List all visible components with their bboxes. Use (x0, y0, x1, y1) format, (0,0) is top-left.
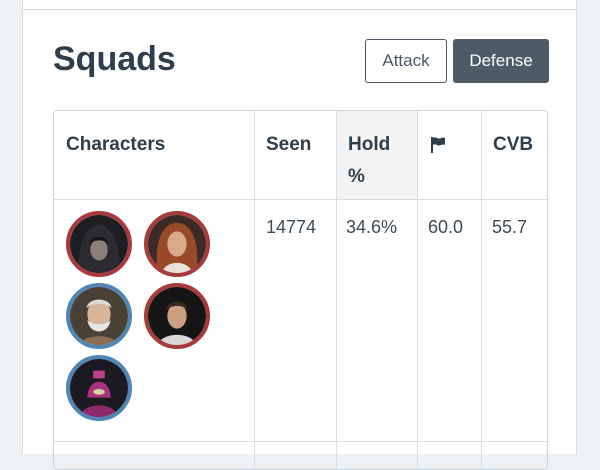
panel-top-edge (23, 0, 576, 10)
bearded-old-man-portrait (70, 287, 128, 345)
character-avatar[interactable] (66, 211, 132, 277)
seen-value: 14774 (266, 217, 317, 237)
col-divider-seen (254, 111, 255, 469)
col-divider-hold (336, 111, 337, 469)
header-characters-label: Characters (66, 134, 166, 155)
character-avatar[interactable] (144, 211, 210, 277)
header-cvb-label: CVB (493, 134, 534, 155)
squads-table: Characters Seen Hold % CVB (53, 110, 548, 470)
row-divider (54, 441, 547, 442)
hold-value: 34.6% (346, 217, 398, 237)
header-hold[interactable]: Hold % (336, 111, 417, 199)
cvb-value: 55.7 (492, 217, 528, 237)
hold-header-bg (336, 111, 417, 199)
attack-button[interactable]: Attack (365, 39, 447, 83)
header-hold-percent: % (348, 166, 365, 187)
header-divider (54, 199, 547, 200)
red-haired-woman-portrait (148, 215, 206, 273)
squads-panel: Squads Attack Defense Characters Seen Ho… (22, 0, 577, 470)
flag-value: 60.0 (428, 217, 464, 237)
col-divider-flag (417, 111, 418, 469)
young-man-portrait (148, 287, 206, 345)
defense-button[interactable]: Defense (453, 39, 549, 83)
header-seen[interactable]: Seen (254, 111, 336, 199)
header-hold-label: Hold (348, 134, 391, 155)
header-flag[interactable] (417, 111, 481, 199)
hooded-sith-portrait (70, 215, 128, 273)
character-avatar[interactable] (66, 355, 132, 421)
character-avatar[interactable] (144, 283, 210, 349)
page-title: Squads (53, 40, 176, 78)
header-seen-label: Seen (266, 134, 312, 155)
header-characters[interactable]: Characters (54, 111, 254, 199)
pink-armored-figure-portrait (70, 359, 128, 417)
flag-icon (431, 137, 445, 153)
col-divider-cvb (481, 111, 482, 469)
header-cvb[interactable]: CVB (481, 111, 547, 199)
character-avatar[interactable] (66, 283, 132, 349)
